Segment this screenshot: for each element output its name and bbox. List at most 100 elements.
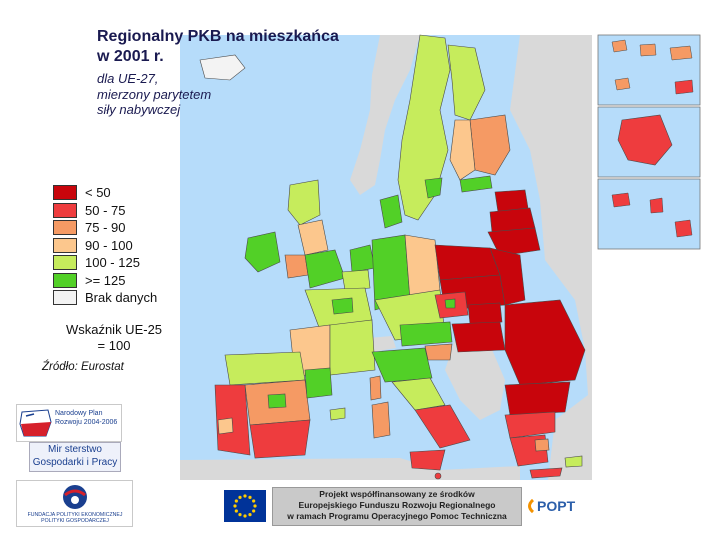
subtitle-line-3: siły nabywczej [97,102,181,117]
region-helsinki [459,175,493,193]
region-wales [284,254,309,279]
eu-stars-icon [233,494,257,518]
region-france-south [329,319,376,376]
north-africa [180,458,520,480]
region-corsica [369,375,382,401]
popt-logo: POPT [537,498,576,514]
inset-canaries-island-1 [611,39,628,53]
npr-line-2: Rozwoju 2004-2006 [55,418,118,426]
source-note: Źródło: Eurostat [42,361,124,373]
subtitle-line-1: dla UE-27, [97,71,159,86]
legend-swatch [53,290,77,306]
region-crete [529,467,563,479]
non-eu-land-balkans [445,340,505,420]
eu-star [233,504,237,508]
inset-guadeloupe [611,192,631,208]
legend-swatch [53,272,77,288]
eu-star [238,513,242,517]
region-paris [331,297,354,315]
eu-star [234,499,238,503]
region-italy-north [371,347,433,383]
eu-star [253,504,257,508]
region-scotland [287,179,321,226]
eu-star [252,499,256,503]
npr-logo: Narodowy Plan Rozwoju 2004-2006 [16,404,122,442]
legend-label: 75 - 90 [85,220,126,236]
eu-star [252,509,256,513]
eu-star [248,513,252,517]
region-stockholm [424,177,443,199]
npr-line-1: Narodowy Plan [55,410,103,417]
region-malta [434,472,442,480]
fundacja-line-1: FUNDACJA POLITYKI EKONOMICZNEJ [27,512,123,518]
region-hungary [451,321,506,353]
non-eu-land-east [510,35,592,480]
region-attica [534,438,550,452]
region-spain-north [224,351,306,386]
region-belgium [341,269,371,291]
indicator-line-2: = 100 [97,338,131,353]
legend-swatch [53,185,77,201]
region-portugal [214,384,251,456]
region-italy-centre [391,377,446,411]
legend-item: 100 - 125 [53,254,157,272]
inset-canaries-island-3 [669,45,693,61]
subtitle-line-2: mierzony parytetem [97,86,212,102]
region-madrid [267,393,287,409]
fundacja-emblem-icon [63,485,87,509]
inset-martinique [649,197,664,214]
legend-label: 50 - 75 [85,202,126,218]
region-lisbon [217,417,234,435]
project-banner: Projekt współfinansowany ze środków Euro… [272,487,522,526]
eu-star [238,495,242,499]
region-sardinia [371,401,391,439]
eu-star [234,509,238,513]
npr-text: Narodowy Plan Rozwoju 2004-2006 [55,410,117,427]
region-italy-south [414,404,471,449]
region-ireland [244,231,281,273]
project-line-3: w ramach Programu Operacyjnego Pomoc Tec… [287,511,507,521]
title-line-1: Regionalny PKB na mieszkańca [97,28,339,45]
legend-swatch [53,220,77,236]
inset-reunion [674,219,693,238]
legend-swatch [53,202,77,218]
region-catalonia [304,367,333,399]
region-poland-east [489,247,526,306]
eu-star [248,495,252,499]
project-line-2: Europejskiego Funduszu Rozwoju Regionaln… [298,500,496,510]
region-sweden [397,34,451,221]
region-cyprus [564,455,583,468]
project-line-1: Projekt współfinansowany ze środków [319,489,475,499]
legend-swatch [53,237,77,253]
fundacja-line-2: POLITYKI GOSPODARCZEJ [41,518,109,524]
region-finland-south [449,119,476,181]
indicator-line-1: Wskaźnik UE-25 [65,322,163,337]
region-lithuania [487,227,541,257]
legend-item: Brak danych [53,289,157,307]
legend-item: 90 - 100 [53,237,157,255]
ministry-logo: Mir sterstwo Gospodarki i Pracy [29,442,121,472]
inset-canaries-island-2 [639,43,657,57]
region-poland-north [434,244,501,281]
eu-star [243,494,247,498]
legend-label: Brak danych [85,290,158,306]
eu-flag-logo [224,490,266,522]
poland-flag-map-icon [19,409,52,437]
fundacja-text: FUNDACJA POLITYKI EKONOMICZNEJ POLITYKI … [20,512,130,524]
region-iceland [199,54,246,81]
region-slovakia [467,302,503,325]
fundacja-logo: FUNDACJA POLITYKI EKONOMICZNEJ POLITYKI … [16,480,133,527]
region-romania [504,299,586,386]
inset-madeira-island [614,77,631,91]
legend-label: < 50 [85,185,111,201]
region-greece-north [504,411,556,439]
region-spain-south [249,419,311,459]
legend-item: 50 - 75 [53,202,157,220]
inset-guyane [617,114,673,166]
eu-star [243,514,247,518]
legend-item: >= 125 [53,272,157,290]
inset-islands-panel [597,178,701,250]
region-prague [444,298,456,309]
inset-azores-island [674,79,694,95]
switzerland [368,336,396,352]
